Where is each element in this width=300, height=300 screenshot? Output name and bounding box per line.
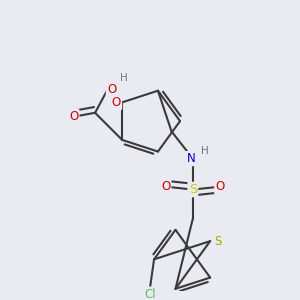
Text: O: O xyxy=(107,83,116,96)
Text: O: O xyxy=(69,110,78,123)
Text: Cl: Cl xyxy=(144,288,156,300)
Text: S: S xyxy=(214,235,222,248)
Text: H: H xyxy=(120,73,128,83)
Text: O: O xyxy=(112,96,121,109)
Text: H: H xyxy=(201,146,208,156)
Text: O: O xyxy=(215,180,225,193)
Text: S: S xyxy=(189,183,197,196)
Text: N: N xyxy=(187,152,195,165)
Text: O: O xyxy=(161,180,170,193)
